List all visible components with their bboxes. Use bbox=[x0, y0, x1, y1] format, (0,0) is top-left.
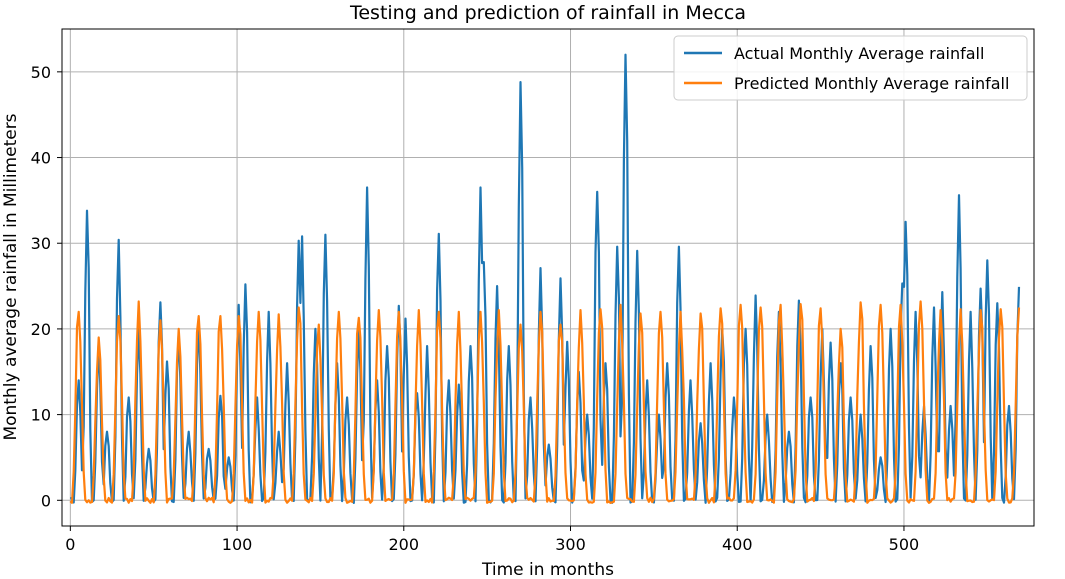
chart-title: Testing and prediction of rainfall in Me… bbox=[349, 2, 746, 24]
y-tick-label: 0 bbox=[41, 491, 51, 510]
x-axis-label: Time in months bbox=[481, 560, 614, 579]
legend-label-actual: Actual Monthly Average rainfall bbox=[734, 44, 984, 63]
y-axis-label: Monthly average rainfall in Millimeters bbox=[1, 113, 21, 440]
series-layer bbox=[69, 53, 1021, 504]
y-tick-label: 50 bbox=[31, 63, 51, 82]
x-tick-label: 400 bbox=[722, 535, 753, 554]
y-tick-label: 10 bbox=[31, 406, 51, 425]
x-tick-label: 100 bbox=[222, 535, 253, 554]
x-axis: 0 100 200 300 400 500 bbox=[65, 526, 919, 554]
legend-box bbox=[673, 35, 1028, 101]
y-tick-label: 30 bbox=[31, 234, 51, 253]
legend: Actual Monthly Average rainfall Predicte… bbox=[673, 35, 1028, 101]
plot-frame bbox=[61, 28, 1035, 527]
x-tick-label: 300 bbox=[555, 535, 586, 554]
x-tick-label: 0 bbox=[65, 535, 75, 554]
x-tick-label: 200 bbox=[389, 535, 420, 554]
legend-label-predicted: Predicted Monthly Average rainfall bbox=[734, 74, 1009, 93]
x-tick-label: 500 bbox=[889, 535, 920, 554]
y-axis: 0 10 20 30 40 50 bbox=[31, 63, 62, 510]
y-tick-label: 20 bbox=[31, 320, 51, 339]
series-line-predicted bbox=[69, 300, 1021, 504]
y-tick-label: 40 bbox=[31, 149, 51, 168]
